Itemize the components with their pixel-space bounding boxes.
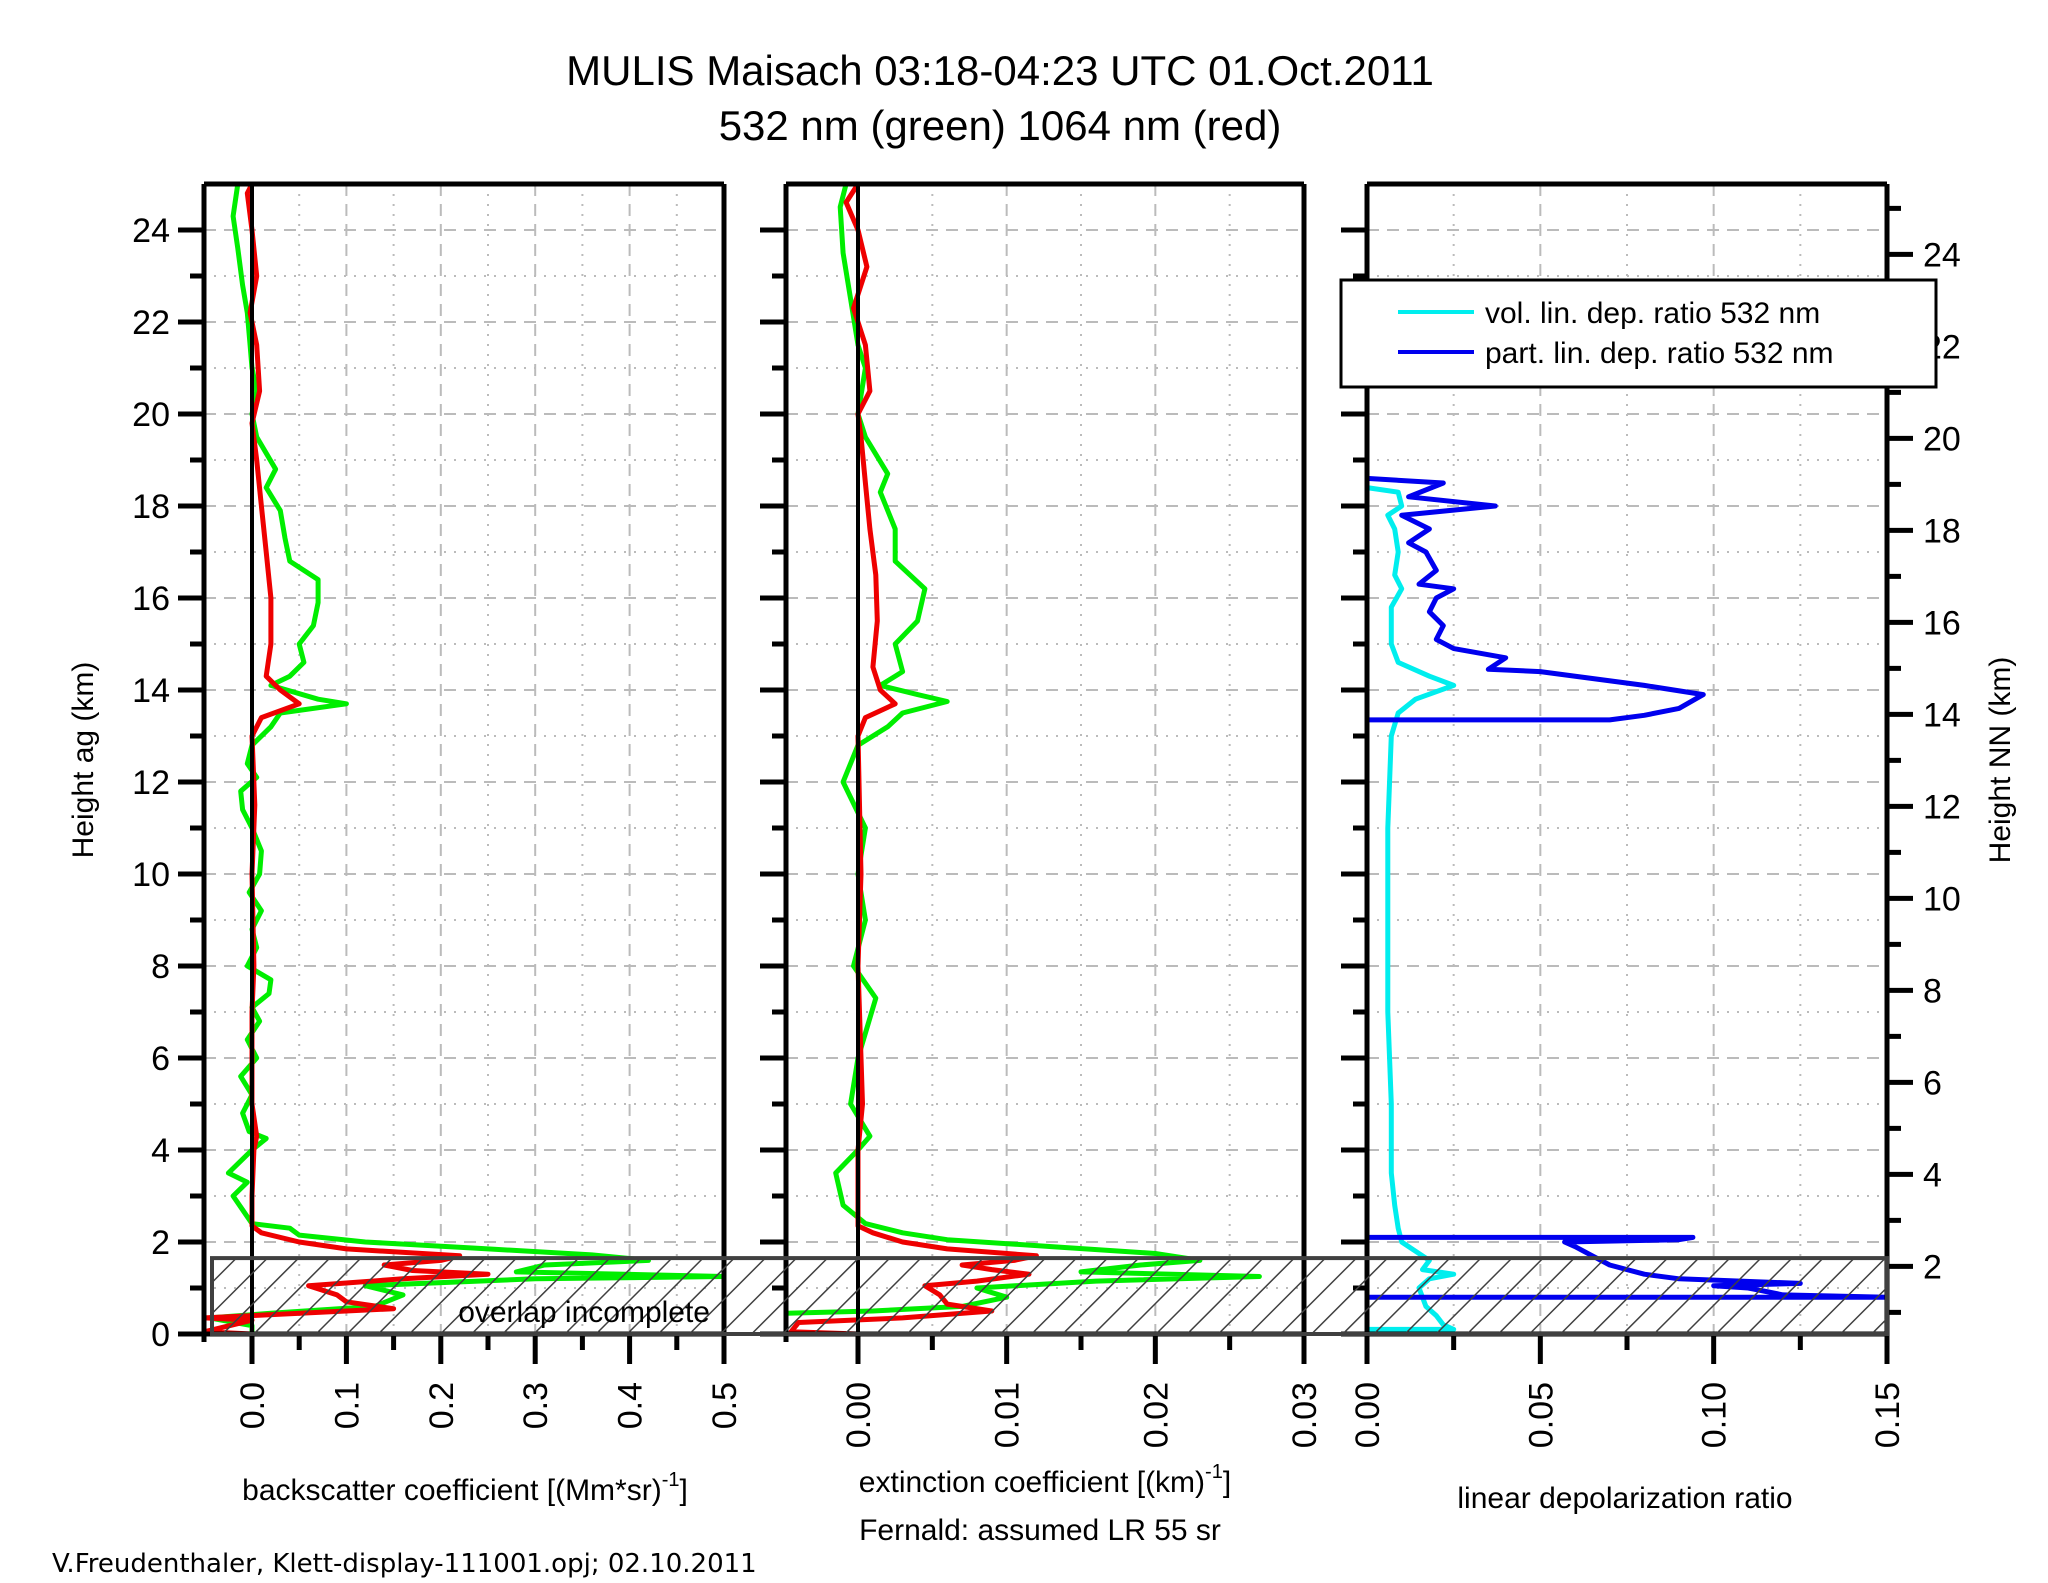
series-line-1064-nm bbox=[788, 182, 1039, 1337]
x-axis-label-depolarization: linear depolarization ratio bbox=[1457, 1482, 1792, 1515]
series-line-vol-lin-dep-ratio-532-nm bbox=[1366, 485, 1457, 1332]
right-y-tick-label: 8 bbox=[1923, 972, 1942, 1010]
y-axis-label-left: Height ag (km) bbox=[67, 662, 100, 859]
y-tick-label: 10 bbox=[132, 856, 170, 894]
x-tick-label: 0.00 bbox=[840, 1382, 878, 1448]
legend-label-part: part. lin. dep. ratio 532 nm bbox=[1485, 337, 1834, 370]
right-y-tick-label: 10 bbox=[1923, 880, 1961, 918]
x-axis-label-extinction-line2: Fernald: assumed LR 55 sr bbox=[859, 1514, 1221, 1547]
overlap-incomplete-region: overlap incomplete bbox=[210, 1256, 1889, 1336]
x-tick-label: 0.03 bbox=[1286, 1382, 1324, 1448]
y-tick-label: 8 bbox=[151, 948, 170, 986]
x-tick-label: 0.2 bbox=[423, 1382, 461, 1429]
legend-box bbox=[1339, 278, 1938, 389]
legend: vol. lin. dep. ratio 532 nm part. lin. d… bbox=[1339, 278, 1938, 389]
y-tick-label: 2 bbox=[151, 1224, 170, 1262]
x-tick-label: 0.02 bbox=[1137, 1382, 1175, 1448]
y-tick-label: 22 bbox=[132, 304, 170, 342]
x-axis-label-backscatter-tail: ] bbox=[680, 1474, 688, 1507]
footer-credit: V.Freudenthaler, Klett-display-111001.op… bbox=[52, 1549, 757, 1579]
x-tick-label: 0.5 bbox=[706, 1382, 744, 1429]
x-axis-label-backscatter-main: backscatter coefficient [(Mm*sr) bbox=[242, 1474, 662, 1507]
x-axis-label-extinction: extinction coefficient [(km)-1] bbox=[859, 1461, 1231, 1499]
overlap-label: overlap incomplete bbox=[458, 1296, 710, 1329]
x-axis-label-extinction-main: extinction coefficient [(km) bbox=[859, 1466, 1205, 1499]
series-line-532-nm bbox=[207, 183, 727, 1334]
right-y-tick-label: 2 bbox=[1923, 1248, 1942, 1286]
right-y-tick-label: 4 bbox=[1923, 1156, 1942, 1194]
figure-title-line2: 532 nm (green) 1064 nm (red) bbox=[719, 102, 1282, 149]
y-axis-label-right: Height NN (km) bbox=[1984, 657, 2017, 864]
y-tick-label: 14 bbox=[132, 672, 170, 710]
y-tick-label: 16 bbox=[132, 580, 170, 618]
y-tick-label: 18 bbox=[132, 488, 170, 526]
x-tick-label: 0.4 bbox=[612, 1382, 650, 1429]
y-tick-label: 4 bbox=[151, 1132, 170, 1170]
x-axis-label-backscatter-sup: -1 bbox=[662, 1469, 680, 1491]
y-tick-label: 0 bbox=[151, 1316, 170, 1354]
x-tick-label: 0.0 bbox=[234, 1382, 272, 1429]
y-tick-label: 20 bbox=[132, 396, 170, 434]
x-tick-label: 0.05 bbox=[1522, 1382, 1560, 1448]
right-y-tick-label: 24 bbox=[1923, 236, 1961, 274]
x-axis-label-extinction-tail: ] bbox=[1223, 1466, 1231, 1499]
x-tick-label: 0.01 bbox=[989, 1382, 1027, 1448]
x-axis-label-backscatter: backscatter coefficient [(Mm*sr)-1] bbox=[242, 1469, 688, 1507]
right-y-tick-label: 20 bbox=[1923, 420, 1961, 458]
overlap-hatch-box bbox=[210, 1256, 1889, 1336]
y-tick-label: 6 bbox=[151, 1040, 170, 1078]
x-tick-label: 0.15 bbox=[1869, 1382, 1907, 1448]
right-y-tick-label: 12 bbox=[1923, 788, 1961, 826]
x-tick-label: 0.1 bbox=[328, 1382, 366, 1429]
y-tick-label: 12 bbox=[132, 764, 170, 802]
x-tick-label: 0.3 bbox=[517, 1382, 555, 1429]
y-tick-label: 24 bbox=[132, 212, 170, 250]
figure-title-line1: MULIS Maisach 03:18-04:23 UTC 01.Oct.201… bbox=[566, 47, 1434, 94]
x-tick-label: 0.00 bbox=[1349, 1382, 1387, 1448]
x-tick-label: 0.10 bbox=[1696, 1382, 1734, 1448]
legend-label-vol: vol. lin. dep. ratio 532 nm bbox=[1485, 297, 1820, 330]
x-axis-label-extinction-sup: -1 bbox=[1205, 1461, 1223, 1483]
right-y-tick-label: 18 bbox=[1923, 512, 1961, 550]
right-y-tick-label: 14 bbox=[1923, 696, 1961, 734]
right-y-tick-label: 16 bbox=[1923, 604, 1961, 642]
right-y-tick-label: 6 bbox=[1923, 1064, 1942, 1102]
